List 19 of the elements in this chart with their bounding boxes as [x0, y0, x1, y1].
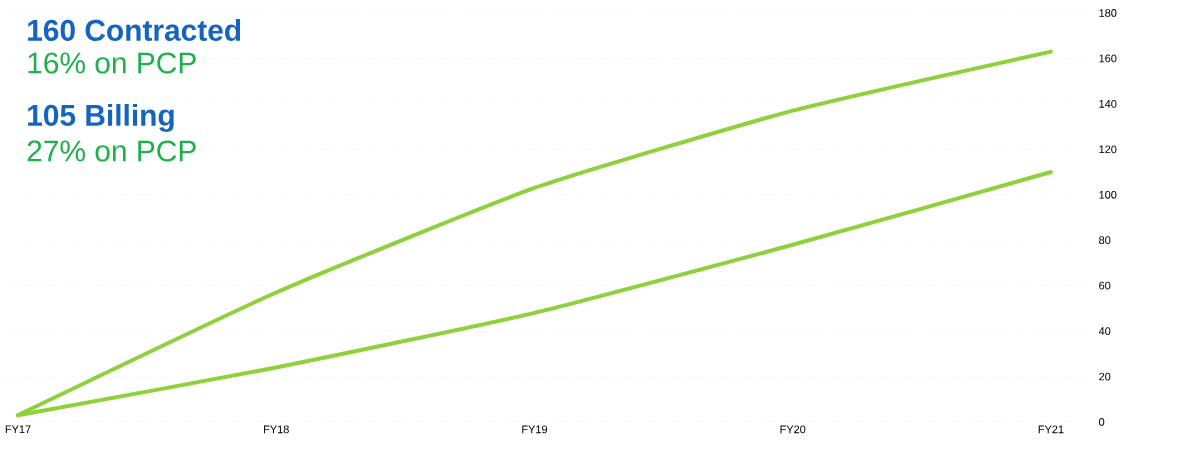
x-tick-label: FY17 [5, 425, 31, 434]
annotation: 105 Billing [28, 103, 174, 132]
annotation: 16% on PCP [28, 52, 196, 74]
y-tick-label: 0 [1099, 418, 1105, 426]
y-tick-label: 100 [1099, 190, 1117, 199]
x-tick-label: FY20 [780, 425, 806, 434]
y-tick-label: 20 [1099, 372, 1111, 381]
y-tick-label: 180 [1099, 9, 1117, 17]
y-tick-label: 40 [1098, 327, 1111, 335]
y-tick-label: 160 [1099, 54, 1117, 63]
x-tick-label: FY21 [1038, 425, 1064, 434]
annotation: 27% on PCP [27, 140, 196, 162]
y-tick-label: 120 [1099, 145, 1117, 154]
x-tick-label: FY18 [264, 425, 289, 434]
y-tick-label: 60 [1099, 281, 1111, 290]
x-tick-label: FY19 [522, 425, 548, 434]
y-tick-label: 140 [1099, 100, 1117, 108]
annotation: 160 Contracted [28, 19, 241, 41]
y-tick-label: 80 [1099, 236, 1111, 245]
